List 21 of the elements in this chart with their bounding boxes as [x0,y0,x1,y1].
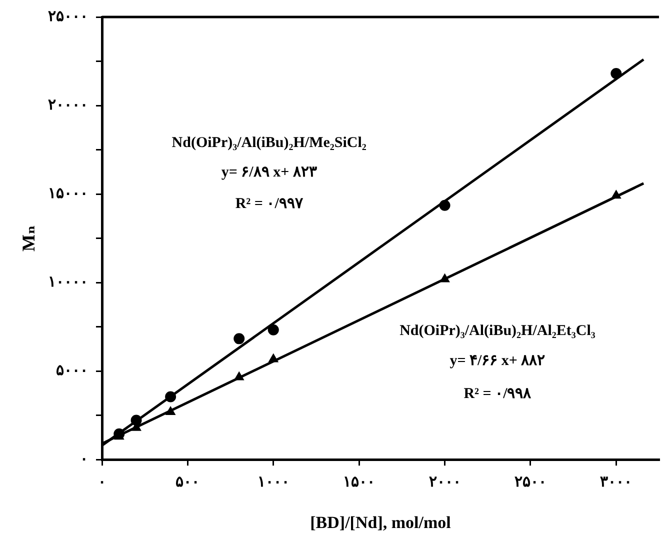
y-tick-label: ۵۰۰۰ [56,362,88,379]
y-tick-label: ۰ [80,451,88,468]
x-axis-title: [BD]/[Nd], mol/mol [310,513,452,532]
annotation: R² = ۰/۹۹۸ [464,386,532,402]
y-tick-label: ۱۵۰۰۰ [48,186,88,202]
y-tick-label: ۲۵۰۰۰ [48,8,88,25]
annotation: Nd(OiPr)₃/Al(iBu)₂H/Al₂Et₃Cl₃ [400,323,596,340]
x-tick-label: ۱۰۰۰ [257,474,290,490]
x-tick-label: ۵۰۰ [176,474,200,490]
x-tick-label: ۲۰۰۰ [428,474,461,490]
x-tick-label: ۳۰۰۰ [600,474,632,490]
annotation: Nd(OiPr)₃/Al(iBu)₂H/Me₂SiCl₂ [172,135,367,152]
x-tick-label: ۰ [98,474,106,490]
annotation: y= ۶/۸۹ x+ ۸۲۳ [221,164,317,181]
x-tick-label: ۲۵۰۰ [514,474,546,490]
y-axis-title: Mₙ [18,225,39,252]
y-tick-label: ۲۰۰۰۰ [48,97,88,114]
annotation: y= ۴/۶۶ x+ ۸۸۲ [450,352,546,369]
annotation: R² = ۰/۹۹۷ [235,196,304,212]
y-tick-label: ۱۰۰۰۰ [48,274,88,290]
x-tick-label: ۱۵۰۰ [343,474,376,490]
